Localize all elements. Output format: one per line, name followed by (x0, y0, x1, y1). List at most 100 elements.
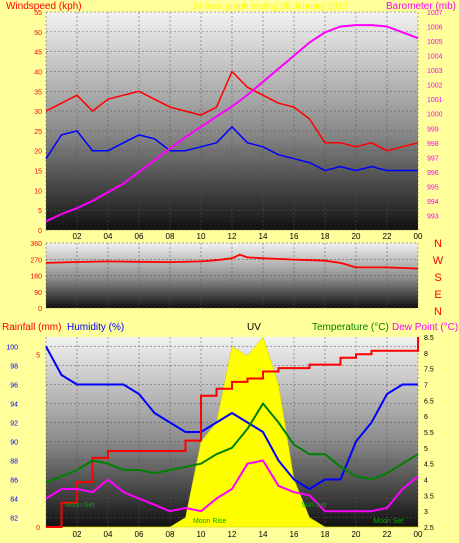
x-tick-label: 20 (352, 530, 361, 539)
humidity-tick-label: 82 (10, 516, 18, 523)
barometer-tick-label: 1001 (427, 97, 443, 104)
event-label: Sun Set (301, 502, 326, 509)
barometer-tick-label: 999 (427, 126, 439, 133)
rainfall-axis-title: Rainfall (mm) (2, 322, 61, 333)
barometer-tick-label: 995 (427, 184, 439, 191)
temperature-tick-label: 3 (424, 509, 428, 516)
barometer-tick-label: 1002 (427, 83, 443, 90)
wind-tick-label: 10 (34, 188, 42, 195)
humidity-tick-label: 88 (10, 459, 18, 466)
x-tick-label: 06 (135, 232, 144, 241)
chart-marks (45, 24, 419, 528)
x-tick-label: 22 (383, 232, 392, 241)
x-tick-label: 16 (290, 530, 299, 539)
uv-axis-title: UV (247, 322, 261, 333)
humidity-line (45, 346, 418, 490)
wind-tick-label: 5 (38, 208, 42, 215)
direction-tick-label: 270 (30, 257, 42, 264)
temperature-tick-label: 6.5 (424, 398, 434, 405)
humidity-axis-title: Humidity (%) (67, 322, 124, 333)
x-tick-label: 14 (259, 530, 268, 539)
event-label: Moon Set (64, 502, 94, 509)
x-tick-label: 06 (135, 530, 144, 539)
x-tick-label: 08 (166, 232, 175, 241)
x-tick-label: 18 (321, 530, 330, 539)
barometer-tick-label: 1005 (427, 39, 443, 46)
graph-title: 24 hour graph ending 26 January 2012 (192, 1, 347, 11)
x-tick-label: 10 (197, 232, 206, 241)
direction-tick-label: 90 (34, 290, 42, 297)
humidity-tick-label: 86 (10, 478, 18, 485)
direction-tick-label: 360 (30, 241, 42, 248)
windspeed-axis-title: Windspeed (kph) (6, 1, 82, 12)
temperature-tick-label: 8.5 (424, 335, 434, 342)
barometer-tick-label: 998 (427, 141, 439, 148)
dewpoint-axis-title: Dew Point (°C) (392, 322, 458, 333)
direction-tick-label: 0 (38, 306, 42, 313)
x-tick-label: 08 (166, 530, 175, 539)
compass-label: N (434, 238, 442, 250)
tick-labels: 0202040406060808101012121414161618182020… (6, 10, 443, 539)
dewpoint-line (45, 459, 419, 513)
barometer-tick-label: 1006 (427, 25, 443, 32)
direction-tick-label: 180 (30, 274, 42, 281)
humidity-tick-label: 96 (10, 383, 18, 390)
wind-tick-label: 35 (34, 89, 42, 96)
compass-label: S (434, 272, 441, 284)
wind-tick-label: 30 (34, 109, 42, 116)
barometer-tick-label: 1000 (427, 112, 443, 119)
uv-area (46, 336, 418, 528)
wind-tick-label: 55 (34, 10, 42, 17)
barometer-axis-title: Barometer (mb) (386, 1, 456, 12)
x-tick-label: 00 (414, 232, 423, 241)
x-tick-label: 10 (197, 530, 206, 539)
humidity-tick-label: 94 (10, 402, 18, 409)
barometer-tick-label: 997 (427, 155, 439, 162)
humidity-tick-label: 92 (10, 421, 18, 428)
temperature-tick-label: 2.5 (424, 525, 434, 532)
x-tick-label: 04 (104, 232, 113, 241)
wind-tick-label: 0 (38, 228, 42, 235)
wind-tick-label: 20 (34, 149, 42, 156)
temperature-axis-title: Temperature (°C) (312, 322, 389, 333)
x-tick-label: 02 (73, 530, 82, 539)
humidity-tick-label: 98 (10, 364, 18, 371)
barometer-tick-label: 994 (427, 199, 439, 206)
barometer-tick-label: 1004 (427, 54, 443, 61)
x-tick-label: 12 (228, 530, 237, 539)
wind-speed-line (45, 126, 418, 172)
wind-tick-label: 50 (34, 30, 42, 37)
temperature-tick-label: 4 (424, 478, 428, 485)
temperature-tick-label: 6 (424, 414, 428, 421)
compass-label: W (433, 255, 444, 267)
temperature-tick-label: 3.5 (424, 493, 434, 500)
event-label: Moon Set (373, 518, 403, 525)
temperature-tick-label: 8 (424, 351, 428, 358)
x-tick-label: 14 (259, 232, 268, 241)
x-tick-label: 00 (414, 530, 423, 539)
temperature-line (45, 402, 419, 484)
wind-gust-line (45, 70, 419, 152)
x-tick-label: 02 (73, 232, 82, 241)
barometer-tick-label: 1007 (427, 10, 443, 17)
wind-tick-label: 25 (34, 129, 42, 136)
event-label: Moon Rise (193, 518, 227, 525)
rain-tick-label: 0 (36, 525, 40, 532)
rain-tick-label: 5 (36, 352, 40, 359)
temperature-tick-label: 4.5 (424, 462, 434, 469)
barometer-tick-label: 1003 (427, 68, 443, 75)
barometer-tick-label: 993 (427, 213, 439, 220)
compass-label: E (434, 289, 441, 301)
wind-tick-label: 40 (34, 69, 42, 76)
x-tick-label: 20 (352, 232, 361, 241)
humidity-tick-label: 90 (10, 440, 18, 447)
humidity-tick-label: 100 (6, 345, 18, 352)
x-tick-label: 12 (228, 232, 237, 241)
wind-tick-label: 15 (34, 169, 42, 176)
x-tick-label: 22 (383, 530, 392, 539)
barometer-line (45, 24, 419, 223)
x-tick-label: 16 (290, 232, 299, 241)
wind-direction-line (45, 253, 419, 270)
